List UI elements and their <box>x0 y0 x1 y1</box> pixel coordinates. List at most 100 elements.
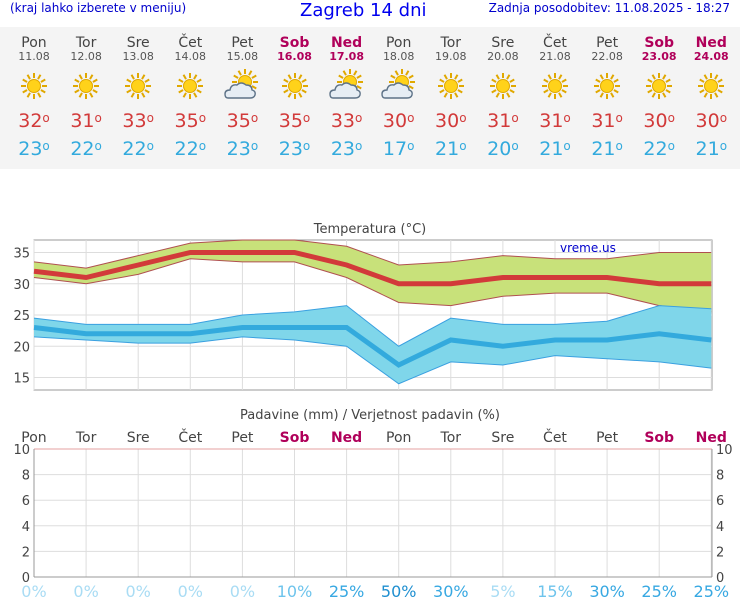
min-temp-range-edge <box>33 305 712 347</box>
sun-icon <box>275 69 315 103</box>
day-label: Tor <box>75 430 97 446</box>
precipitation-chart: Padavine (mm) / Verjetnost padavin (%) Po… <box>13 408 733 600</box>
day-label: Ned <box>331 430 362 446</box>
max-temperature: 31o <box>539 110 571 132</box>
day-name: Ned <box>695 35 727 51</box>
sun-icon <box>170 69 210 103</box>
precip-probability: 25% <box>329 582 365 600</box>
max-temperature: 33o <box>330 110 363 132</box>
day-name: Tor <box>440 35 462 51</box>
forecast-day: Sob 23.08 30o 22o <box>633 27 685 161</box>
day-name: Sob <box>279 35 310 51</box>
day-date: 18.08 <box>382 50 415 63</box>
min-temperature: 20o <box>487 138 519 160</box>
day-label: Pon <box>386 430 411 446</box>
forecast-day: Pon 18.08 30o 17o <box>373 27 425 161</box>
y-tick-label-right: 8 <box>716 469 724 484</box>
min-temperature: 22o <box>174 138 207 160</box>
forecast-strip: Pon 11.08 32o 23o Tor 12.08 31o 22o Sre 13.08 33o 2… <box>0 27 740 169</box>
precip-probability: 25% <box>694 582 730 600</box>
precip-probability: 15% <box>537 582 573 600</box>
y-tick-label-right: 2 <box>716 545 724 560</box>
sun-icon <box>639 69 679 103</box>
min-temperature: 21o <box>695 138 728 160</box>
y-tick-label: 35 <box>13 247 30 262</box>
precip-probability: 0% <box>230 582 255 600</box>
forecast-day: Pon 11.08 32o 23o <box>8 27 60 161</box>
temperature-chart: Temperatura (°C) 35 30 25 20 15 vreme.us <box>13 222 713 391</box>
precip-probability: 30% <box>433 582 469 600</box>
day-name: Ned <box>330 35 363 51</box>
precip-probability: 0% <box>21 582 46 600</box>
chart-title: Temperatura (°C) <box>313 222 426 237</box>
day-name: Pet <box>596 35 619 51</box>
forecast-day: Tor 19.08 30o 21o <box>425 27 477 161</box>
day-date: 23.08 <box>641 50 677 63</box>
y-tick-label: 4 <box>22 520 30 535</box>
day-date: 21.08 <box>539 50 571 63</box>
min-temperature: 22o <box>643 138 675 160</box>
forecast-day: Sob 16.08 35o 23o <box>269 27 321 161</box>
forecast-day: Ned 24.08 30o 21o <box>685 27 737 161</box>
min-temperature: 17o <box>382 138 415 160</box>
forecast-day: Sre 13.08 33o 22o <box>112 27 164 161</box>
y-tick-label: 8 <box>22 469 30 484</box>
page-title: Zagreb 14 dni <box>300 0 427 21</box>
forecast-day: Ned 17.08 33o 23o <box>321 27 373 161</box>
min-temperature: 22o <box>122 138 154 160</box>
day-date: 12.08 <box>70 50 102 63</box>
day-date: 11.08 <box>18 50 50 63</box>
min-temp-range-edge <box>33 336 712 385</box>
min-temperature: 21o <box>591 138 623 160</box>
max-temperature: 30o <box>435 110 467 132</box>
day-label: Ned <box>696 430 727 446</box>
precip-probability: 0% <box>73 582 98 600</box>
y-tick-label: 2 <box>22 545 30 560</box>
max-temp-range-edge <box>33 258 712 313</box>
sun-icon <box>483 69 523 103</box>
day-name: Pet <box>231 35 254 51</box>
max-temperature: 35o <box>278 110 311 132</box>
location-hint[interactable]: (kraj lahko izberete v meniju) <box>10 1 187 15</box>
precip-probability: 10% <box>277 582 313 600</box>
day-name: Sre <box>126 35 150 51</box>
chart-title: Padavine (mm) / Verjetnost padavin (%) <box>240 408 500 423</box>
y-tick-label-right: 6 <box>716 494 724 509</box>
max-temperature: 30o <box>382 110 415 132</box>
y-tick-label: 6 <box>22 494 30 509</box>
y-tick-label: 15 <box>13 372 30 387</box>
forecast-day: Sre 20.08 31o 20o <box>477 27 529 161</box>
day-label: Tor <box>440 430 462 446</box>
day-name: Sre <box>491 35 515 51</box>
day-date: 14.08 <box>174 50 207 63</box>
sun-icon <box>691 69 731 103</box>
watermark: vreme.us <box>560 241 616 255</box>
y-tick-label-right: 0 <box>716 571 724 586</box>
day-name: Tor <box>75 35 97 51</box>
min-temperature: 23o <box>18 138 50 160</box>
forecast-day: Čet 21.08 31o 21o <box>529 27 581 161</box>
day-label: Pet <box>596 430 619 446</box>
sun-icon <box>14 69 54 103</box>
day-date: 15.08 <box>226 50 259 63</box>
sun-icon <box>431 69 471 103</box>
forecast-day: Pet 15.08 35o 23o <box>216 27 268 161</box>
day-label: Sre <box>491 430 514 446</box>
precip-probability: 25% <box>641 582 677 600</box>
day-date: 17.08 <box>329 50 364 63</box>
day-date: 16.08 <box>277 50 312 63</box>
y-tick-label-right: 10 <box>716 443 733 458</box>
max-temperature: 32o <box>18 110 50 132</box>
day-date: 22.08 <box>591 50 623 63</box>
y-tick-label: 25 <box>13 309 30 324</box>
precip-probability: 0% <box>178 582 203 600</box>
day-label: Sre <box>127 430 150 446</box>
max-temperature: 30o <box>643 110 675 132</box>
precip-probability: 5% <box>490 582 515 600</box>
day-name: Sob <box>644 35 675 51</box>
sun-icon <box>535 69 575 103</box>
y-tick-label: 20 <box>13 340 30 355</box>
forecast-day: Tor 12.08 31o 22o <box>60 27 112 161</box>
max-temp-range-edge <box>33 239 712 269</box>
sun-cloud-icon <box>327 69 367 103</box>
